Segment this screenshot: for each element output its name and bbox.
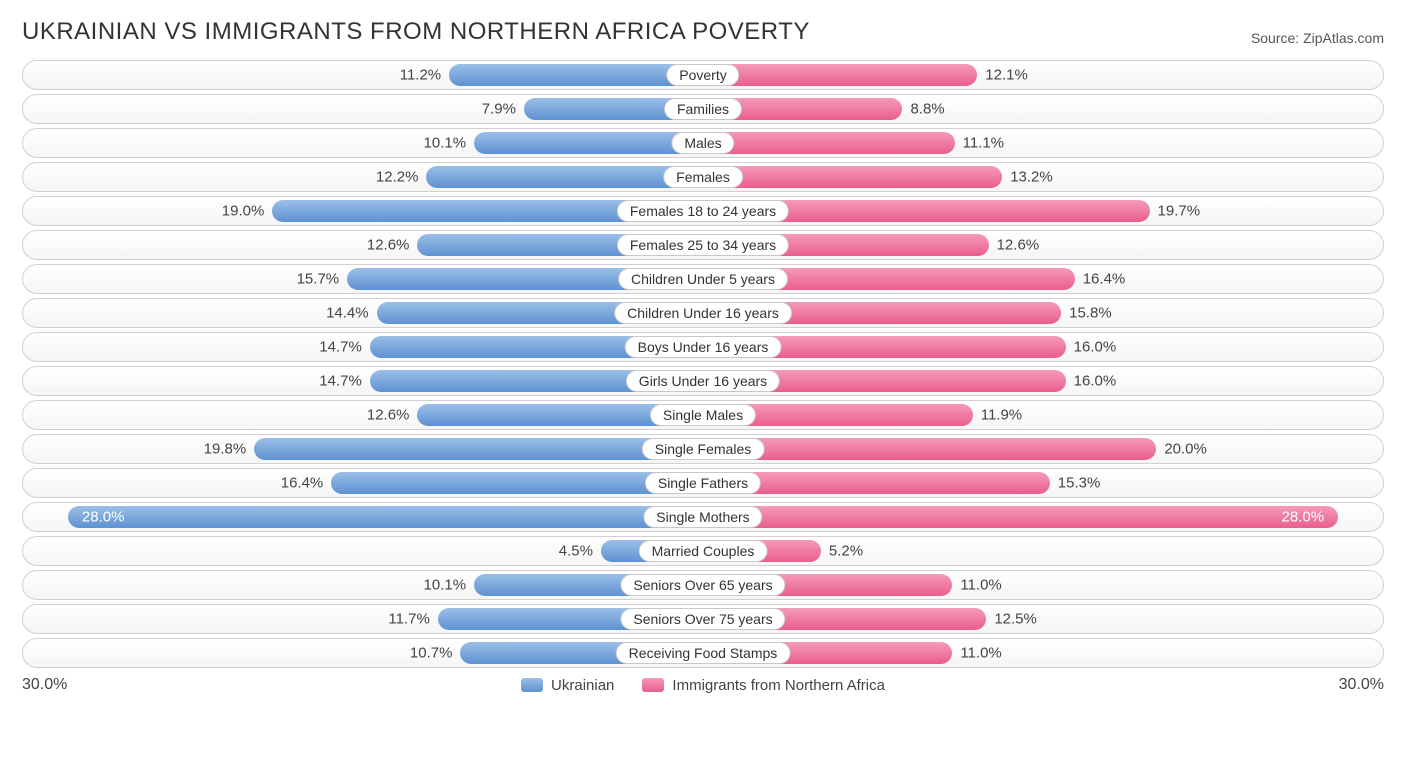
bar-row: 7.9% 8.8% Families <box>22 94 1384 124</box>
value-label-right: 16.4% <box>1083 271 1126 288</box>
value-label-left: 4.5% <box>559 543 593 560</box>
value-label-left: 14.4% <box>326 305 369 322</box>
bar-right <box>703 132 955 154</box>
bar-row: 11.2% 12.1% Poverty <box>22 60 1384 90</box>
bar-right <box>703 166 1002 188</box>
value-label-right: 15.3% <box>1058 475 1101 492</box>
value-label-left: 11.2% <box>400 67 441 84</box>
category-pill: Receiving Food Stamps <box>616 642 791 664</box>
axis-max-right: 30.0% <box>1339 676 1384 694</box>
value-label-right: 20.0% <box>1164 441 1207 458</box>
bar-row: 10.1% 11.1% Males <box>22 128 1384 158</box>
legend-swatch-left <box>521 678 543 692</box>
value-label-left: 14.7% <box>319 373 362 390</box>
category-pill: Single Females <box>642 438 765 460</box>
category-pill: Children Under 16 years <box>614 302 792 324</box>
bar-row: 16.4% 15.3% Single Fathers <box>22 468 1384 498</box>
category-pill: Seniors Over 65 years <box>620 574 785 596</box>
value-label-right: 11.0% <box>960 645 1001 662</box>
bar-left <box>68 506 703 528</box>
bar-row: 19.0% 19.7% Females 18 to 24 years <box>22 196 1384 226</box>
value-label-left: 12.6% <box>367 237 410 254</box>
legend-swatch-right <box>642 678 664 692</box>
bar-right <box>703 438 1156 460</box>
category-pill: Single Mothers <box>643 506 762 528</box>
category-pill: Poverty <box>666 64 739 86</box>
value-label-right: 12.5% <box>994 611 1037 628</box>
legend-item-right: Immigrants from Northern Africa <box>642 677 885 694</box>
legend-label-right: Immigrants from Northern Africa <box>672 677 885 694</box>
bar-right <box>703 506 1338 528</box>
value-label-right: 13.2% <box>1010 169 1053 186</box>
category-pill: Boys Under 16 years <box>625 336 782 358</box>
value-label-right: 11.9% <box>981 407 1022 424</box>
category-pill: Females 18 to 24 years <box>617 200 789 222</box>
bar-left <box>474 132 703 154</box>
value-label-right: 16.0% <box>1074 339 1117 356</box>
category-pill: Females 25 to 34 years <box>617 234 789 256</box>
value-label-left: 12.2% <box>376 169 419 186</box>
bar-row: 11.7% 12.5% Seniors Over 75 years <box>22 604 1384 634</box>
bar-row: 28.0% 28.0% Single Mothers <box>22 502 1384 532</box>
legend-item-left: Ukrainian <box>521 677 614 694</box>
value-label-right: 5.2% <box>829 543 863 560</box>
value-label-right: 11.0% <box>960 577 1001 594</box>
value-label-left: 19.8% <box>204 441 247 458</box>
value-label-left: 12.6% <box>367 407 410 424</box>
chart-container: UKRAINIAN VS IMMIGRANTS FROM NORTHERN AF… <box>0 0 1406 758</box>
value-label-left: 16.4% <box>281 475 324 492</box>
value-label-left: 28.0% <box>82 509 125 526</box>
value-label-left: 10.1% <box>424 135 467 152</box>
category-pill: Males <box>671 132 734 154</box>
category-pill: Girls Under 16 years <box>626 370 780 392</box>
category-pill: Single Fathers <box>645 472 761 494</box>
chart-footer: 30.0% Ukrainian Immigrants from Northern… <box>22 676 1384 694</box>
value-label-left: 19.0% <box>222 203 265 220</box>
bar-row: 15.7% 16.4% Children Under 5 years <box>22 264 1384 294</box>
chart-title: UKRAINIAN VS IMMIGRANTS FROM NORTHERN AF… <box>22 18 810 46</box>
bar-rows: 11.2% 12.1% Poverty 7.9% 8.8% Families 10.1% 11… <box>22 60 1384 668</box>
source-name: ZipAtlas.com <box>1303 30 1384 46</box>
bar-row: 19.8% 20.0% Single Females <box>22 434 1384 464</box>
bar-row: 12.6% 12.6% Females 25 to 34 years <box>22 230 1384 260</box>
value-label-left: 11.7% <box>388 611 429 628</box>
value-label-right: 15.8% <box>1069 305 1112 322</box>
bar-row: 10.1% 11.0% Seniors Over 65 years <box>22 570 1384 600</box>
legend: Ukrainian Immigrants from Northern Afric… <box>521 677 885 694</box>
category-pill: Children Under 5 years <box>618 268 788 290</box>
category-pill: Married Couples <box>639 540 768 562</box>
value-label-left: 15.7% <box>297 271 340 288</box>
value-label-right: 12.6% <box>997 237 1040 254</box>
value-label-left: 14.7% <box>319 339 362 356</box>
value-label-right: 11.1% <box>963 135 1004 152</box>
bar-row: 12.2% 13.2% Females <box>22 162 1384 192</box>
value-label-left: 10.7% <box>410 645 453 662</box>
bar-row: 14.7% 16.0% Girls Under 16 years <box>22 366 1384 396</box>
value-label-right: 12.1% <box>985 67 1028 84</box>
bar-right <box>703 64 977 86</box>
source-attribution: Source: ZipAtlas.com <box>1251 30 1384 46</box>
value-label-right: 19.7% <box>1158 203 1201 220</box>
value-label-left: 7.9% <box>482 101 516 118</box>
category-pill: Seniors Over 75 years <box>620 608 785 630</box>
bar-left <box>254 438 703 460</box>
value-label-right: 28.0% <box>1282 509 1325 526</box>
bar-left <box>449 64 703 86</box>
bar-row: 14.7% 16.0% Boys Under 16 years <box>22 332 1384 362</box>
header: UKRAINIAN VS IMMIGRANTS FROM NORTHERN AF… <box>22 18 1384 46</box>
bar-row: 12.6% 11.9% Single Males <box>22 400 1384 430</box>
value-label-right: 16.0% <box>1074 373 1117 390</box>
category-pill: Families <box>664 98 742 120</box>
legend-label-left: Ukrainian <box>551 677 614 694</box>
bar-row: 14.4% 15.8% Children Under 16 years <box>22 298 1384 328</box>
bar-left <box>426 166 703 188</box>
value-label-right: 8.8% <box>910 101 944 118</box>
category-pill: Single Males <box>650 404 756 426</box>
category-pill: Females <box>663 166 743 188</box>
source-prefix: Source: <box>1251 30 1303 46</box>
bar-row: 4.5% 5.2% Married Couples <box>22 536 1384 566</box>
value-label-left: 10.1% <box>424 577 467 594</box>
bar-row: 10.7% 11.0% Receiving Food Stamps <box>22 638 1384 668</box>
axis-max-left: 30.0% <box>22 676 67 694</box>
